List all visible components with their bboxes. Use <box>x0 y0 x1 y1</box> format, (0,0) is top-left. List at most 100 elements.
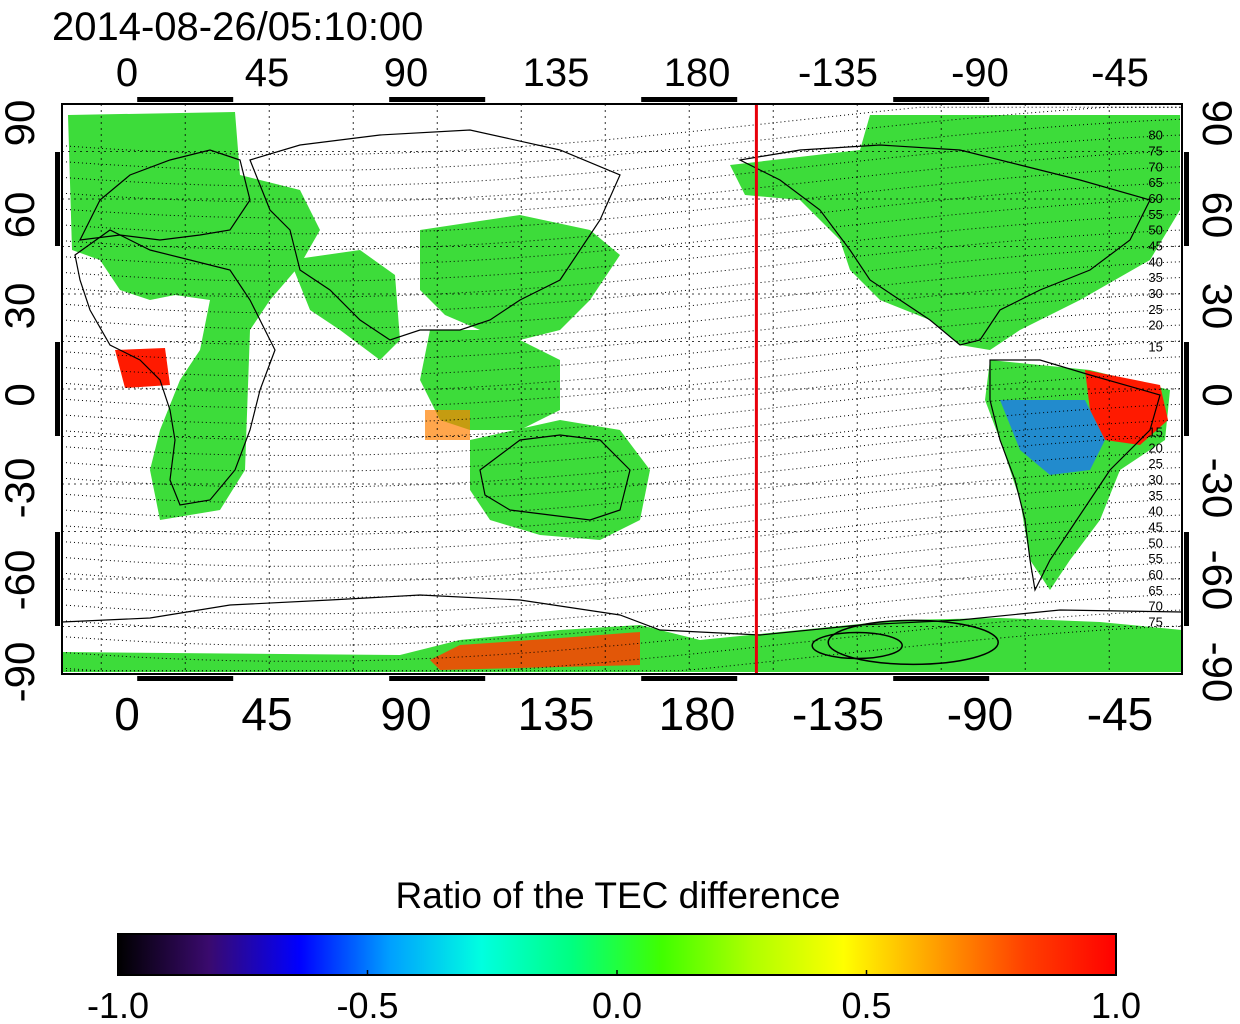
top-longitude-labels: 0 45 90 135 180 -135 -90 -45 <box>116 51 1149 95</box>
frame-tick-top <box>641 97 738 102</box>
right-lat-label: 30 <box>1194 283 1240 330</box>
bottom-lon-label: 45 <box>241 688 292 740</box>
frame-tick-bars <box>55 97 1189 681</box>
coastline-south-america <box>989 359 1161 592</box>
bottom-lon-label: 180 <box>659 688 736 740</box>
contour-line <box>62 213 1182 282</box>
top-lon-label: 0 <box>116 51 138 95</box>
frame-tick-top <box>137 97 234 102</box>
contour-line <box>62 292 1182 361</box>
contour-line <box>62 593 1182 662</box>
contour-line <box>62 482 1182 551</box>
coverage-brazil-positive <box>1085 370 1168 445</box>
magnetic-pole-contour-inner <box>811 631 903 660</box>
contour-label-north: 40 <box>1148 254 1162 269</box>
contour-line <box>62 356 1182 425</box>
frame-tick-right <box>1184 152 1189 246</box>
colorbar <box>117 933 1117 976</box>
colorbar-tick-labels: -1.0 -0.5 0.0 0.5 1.0 <box>87 970 1141 1024</box>
contour-line <box>62 530 1182 599</box>
coastline-north-america <box>738 144 1151 346</box>
bottom-lon-label: 135 <box>518 688 595 740</box>
right-lat-label: -60 <box>1194 550 1240 611</box>
contour-label-south: 75 <box>1148 615 1162 630</box>
contour-line <box>62 277 1182 346</box>
contour-label-south: 20 <box>1148 440 1162 455</box>
coastline-europe <box>78 149 251 241</box>
contour-label-south: 15 <box>1148 425 1162 440</box>
contour-label-south: 65 <box>1148 583 1162 598</box>
contour-label-south: 35 <box>1148 488 1162 503</box>
contour-line <box>62 609 1182 672</box>
bottom-lon-label: -90 <box>947 688 1013 740</box>
top-lon-label: 90 <box>384 51 429 95</box>
contour-line <box>62 197 1182 266</box>
left-lat-label: 60 <box>0 192 43 239</box>
contour-label-north: 50 <box>1148 223 1162 238</box>
top-lon-label: -135 <box>798 51 878 95</box>
right-latitude-labels: 90 60 30 0 -30 -60 -90 <box>1194 100 1240 703</box>
left-lat-label: -30 <box>0 458 43 519</box>
bottom-lon-label: 0 <box>114 688 140 740</box>
right-lat-label: 90 <box>1194 100 1240 147</box>
frame-tick-left <box>55 152 60 246</box>
contour-label-north: 45 <box>1148 239 1162 254</box>
magnetic-latitude-contours <box>62 106 1182 672</box>
coverage-indian-ocean-band <box>425 410 470 440</box>
left-lat-label: 30 <box>0 283 43 330</box>
right-lat-label: 0 <box>1194 383 1240 406</box>
frame-tick-left <box>55 342 60 436</box>
contour-label-south: 70 <box>1148 599 1162 614</box>
colorbar-tick-label: -1.0 <box>87 985 149 1024</box>
magnetic-pole-contour <box>827 619 999 666</box>
right-lat-label: -30 <box>1194 458 1240 519</box>
figure-title: 2014-08-26/05:10:00 <box>52 5 423 49</box>
frame-tick-bottom <box>893 676 990 681</box>
colorbar-tick-label: 1.0 <box>1091 985 1141 1024</box>
frame-tick-top <box>893 97 990 102</box>
contour-label-north: 25 <box>1148 302 1162 317</box>
contour-label-south: 50 <box>1148 535 1162 550</box>
bottom-longitude-labels: 0 45 90 135 180 -135 -90 -45 <box>114 688 1153 740</box>
top-lon-label: 180 <box>664 51 731 95</box>
contour-label-north: 35 <box>1148 270 1162 285</box>
contour-line <box>62 514 1182 583</box>
contour-line <box>62 467 1182 536</box>
contour-line <box>62 403 1182 472</box>
contour-label-north: 70 <box>1148 159 1162 174</box>
frame-tick-right <box>1184 532 1189 626</box>
frame-tick-bottom <box>641 676 738 681</box>
contour-label-south: 55 <box>1148 551 1162 566</box>
frame-tick-right <box>1184 342 1189 436</box>
contour-line <box>62 372 1182 441</box>
frame-tick-bottom <box>389 676 486 681</box>
frame-tick-top <box>389 97 486 102</box>
contour-label-north: 15 <box>1148 340 1162 355</box>
contour-line <box>62 229 1182 298</box>
contour-line <box>62 498 1182 567</box>
contour-line <box>62 245 1182 314</box>
contour-line <box>62 308 1182 377</box>
contour-line <box>62 150 1182 219</box>
coverage-atlantic-positive <box>115 348 170 388</box>
contour-line <box>62 562 1182 631</box>
top-lon-label: 135 <box>523 51 590 95</box>
colorbar-tick-label: 0.5 <box>841 985 891 1024</box>
top-lon-label: -90 <box>951 51 1009 95</box>
contour-label-south: 40 <box>1148 504 1162 519</box>
contour-label-south: 25 <box>1148 456 1162 471</box>
coverage-australia <box>470 420 650 540</box>
left-latitude-labels: 90 60 30 0 -30 -60 -90 <box>0 100 43 703</box>
contour-label-north: 60 <box>1148 191 1162 206</box>
contour-label-north: 75 <box>1148 144 1162 159</box>
contour-line <box>62 387 1182 456</box>
contour-line <box>62 106 1182 171</box>
coastline-australia <box>479 434 631 521</box>
colorbar-tick-label: 0.0 <box>592 985 642 1024</box>
contour-line <box>62 182 1182 251</box>
coverage-sa-negative <box>1000 400 1105 475</box>
frame-tick-bottom <box>137 676 234 681</box>
contour-label-north: 80 <box>1148 128 1162 143</box>
contour-line <box>62 419 1182 488</box>
frame-tick-left <box>55 532 60 626</box>
